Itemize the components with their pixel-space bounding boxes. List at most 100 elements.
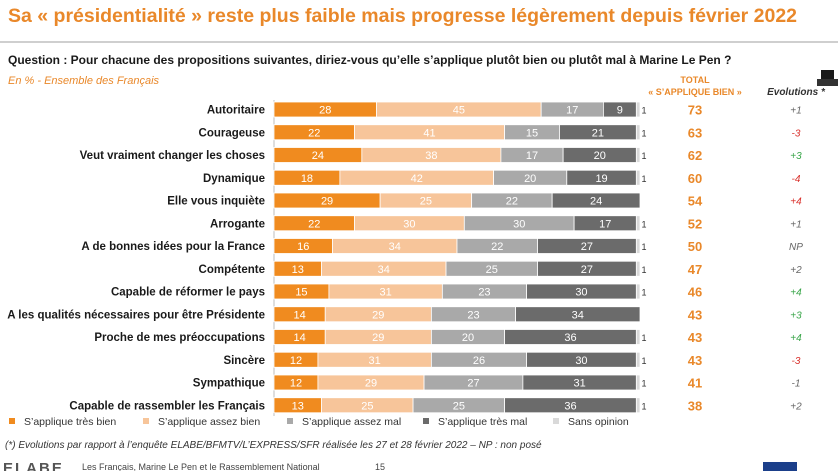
data-label-tres_mal: 17: [599, 218, 611, 230]
bar-segment-sans_opinion: [635, 283, 641, 300]
data-label-tres_bien: 12: [290, 378, 302, 390]
total-header-line1: TOTAL: [680, 75, 710, 85]
data-label-assez_mal: 25: [486, 264, 498, 276]
evolution-value: -4: [792, 174, 801, 185]
category-label: Elle vous inquiète: [167, 196, 265, 208]
legend-label: S’applique assez mal: [302, 416, 402, 428]
legend-item: Sans opinion: [553, 416, 629, 428]
total-header-line2: « S’APPLIQUE BIEN »: [648, 87, 742, 97]
total-value: 60: [688, 171, 702, 186]
total-value: 73: [688, 103, 702, 118]
evolutions-column-header: Evolutions *: [767, 87, 825, 98]
page-footer: ELABE Les Français, Marine Le Pen et le …: [0, 462, 838, 471]
partner-logo-box: [763, 462, 797, 471]
legend-label: Sans opinion: [568, 416, 629, 428]
data-label-tres_bien: 22: [308, 127, 320, 139]
data-label-tres_mal: 30: [575, 287, 587, 299]
data-label-tres_mal: 20: [594, 150, 606, 162]
evolution-value: +2: [790, 265, 802, 276]
data-label-assez_bien: 31: [369, 355, 381, 367]
total-value: 52: [688, 216, 702, 231]
total-value: 43: [688, 330, 702, 345]
data-label-tres_mal: 31: [573, 378, 585, 390]
legend-item: S’applique très mal: [423, 416, 527, 428]
evolution-value: +4: [790, 333, 802, 344]
evolution-value: +2: [790, 401, 802, 412]
category-label: Dynamique: [203, 173, 265, 185]
category-label: Sympathique: [193, 378, 265, 390]
data-label-assez_mal: 25: [453, 400, 465, 412]
category-label: Veut vraiment changer les choses: [80, 150, 265, 162]
evolution-value: +4: [790, 197, 802, 208]
data-label-assez_mal: 23: [478, 287, 490, 299]
category-label: Sincère: [223, 355, 265, 367]
data-label-tres_bien: 22: [308, 218, 320, 230]
page-title: Sa « présidentialité » reste plus faible…: [8, 5, 798, 27]
data-label-assez_mal: 17: [566, 105, 578, 117]
data-label-tres_bien: 13: [292, 400, 304, 412]
legend-swatch: [143, 418, 149, 424]
total-value: 47: [688, 262, 702, 277]
evolution-value: -1: [792, 379, 801, 390]
total-value: 54: [688, 194, 703, 209]
data-label-assez_mal: 17: [526, 150, 538, 162]
category-label: A de bonnes idées pour la France: [81, 241, 265, 253]
data-label-tres_mal: 9: [617, 105, 623, 117]
brand-corner-mark: [817, 70, 838, 86]
data-label-sans_opinion: 1: [642, 128, 647, 138]
data-label-assez_bien: 34: [378, 264, 390, 276]
bar-segment-sans_opinion: [635, 397, 641, 414]
total-column-header: TOTAL « S’APPLIQUE BIEN »: [640, 74, 750, 98]
category-label: Compétente: [199, 264, 265, 276]
legend-swatch: [287, 418, 293, 424]
data-label-assez_bien: 41: [423, 127, 435, 139]
evolution-value: NP: [789, 242, 803, 253]
data-label-tres_bien: 14: [293, 309, 305, 321]
evolution-value: +3: [790, 151, 802, 162]
bar-segment-tres_mal: [551, 192, 641, 209]
footnote: (*) Evolutions par rapport à l’enquête E…: [5, 440, 542, 451]
legend-item: S’applique très bien: [9, 416, 116, 428]
legend-label: S’applique très bien: [24, 416, 117, 428]
data-label-tres_bien: 18: [301, 173, 313, 185]
data-label-tres_mal: 27: [581, 264, 593, 276]
bar-segment-sans_opinion: [635, 374, 641, 391]
data-label-assez_bien: 25: [361, 400, 373, 412]
bar-segment-sans_opinion: [635, 329, 641, 345]
bar-segment-sans_opinion: [635, 260, 641, 277]
legend-swatch: [423, 418, 429, 424]
category-label: A les qualités nécessaires pour être Pré…: [7, 309, 265, 321]
category-label: Arrogante: [210, 218, 265, 230]
total-value: 43: [688, 307, 702, 322]
category-label: Capable de réformer le pays: [111, 287, 265, 299]
data-label-tres_bien: 24: [312, 150, 324, 162]
data-label-tres_bien: 12: [290, 355, 302, 367]
category-label: Proche de mes préoccupations: [94, 332, 265, 344]
evolution-value: +4: [790, 288, 802, 299]
data-label-sans_opinion: 1: [642, 242, 647, 252]
bar-segment-sans_opinion: [635, 238, 641, 254]
bar-segment-sans_opinion: [635, 215, 641, 232]
evolution-value: +1: [790, 106, 801, 117]
title-divider: [0, 41, 838, 43]
data-label-assez_mal: 22: [491, 241, 503, 253]
data-label-assez_bien: 29: [372, 332, 384, 344]
legend-swatch: [553, 418, 559, 424]
data-label-tres_mal: 19: [595, 173, 607, 185]
data-label-assez_bien: 38: [425, 150, 437, 162]
category-label: Capable de rassembler les Français: [69, 400, 265, 412]
footer-logo: ELABE: [3, 462, 64, 471]
question-text: Question : Pour chacune des propositions…: [8, 53, 732, 67]
data-label-sans_opinion: 1: [642, 356, 647, 366]
data-label-sans_opinion: 1: [642, 174, 647, 184]
footer-page-number: 15: [375, 462, 386, 471]
data-label-assez_mal: 22: [506, 196, 518, 208]
data-label-tres_bien: 16: [297, 241, 309, 253]
legend-item: S’applique assez mal: [287, 416, 401, 428]
data-label-sans_opinion: 1: [642, 106, 647, 116]
data-label-tres_mal: 36: [564, 400, 576, 412]
data-label-tres_bien: 29: [321, 196, 333, 208]
data-label-tres_bien: 14: [293, 332, 305, 344]
legend-swatch: [9, 418, 15, 424]
